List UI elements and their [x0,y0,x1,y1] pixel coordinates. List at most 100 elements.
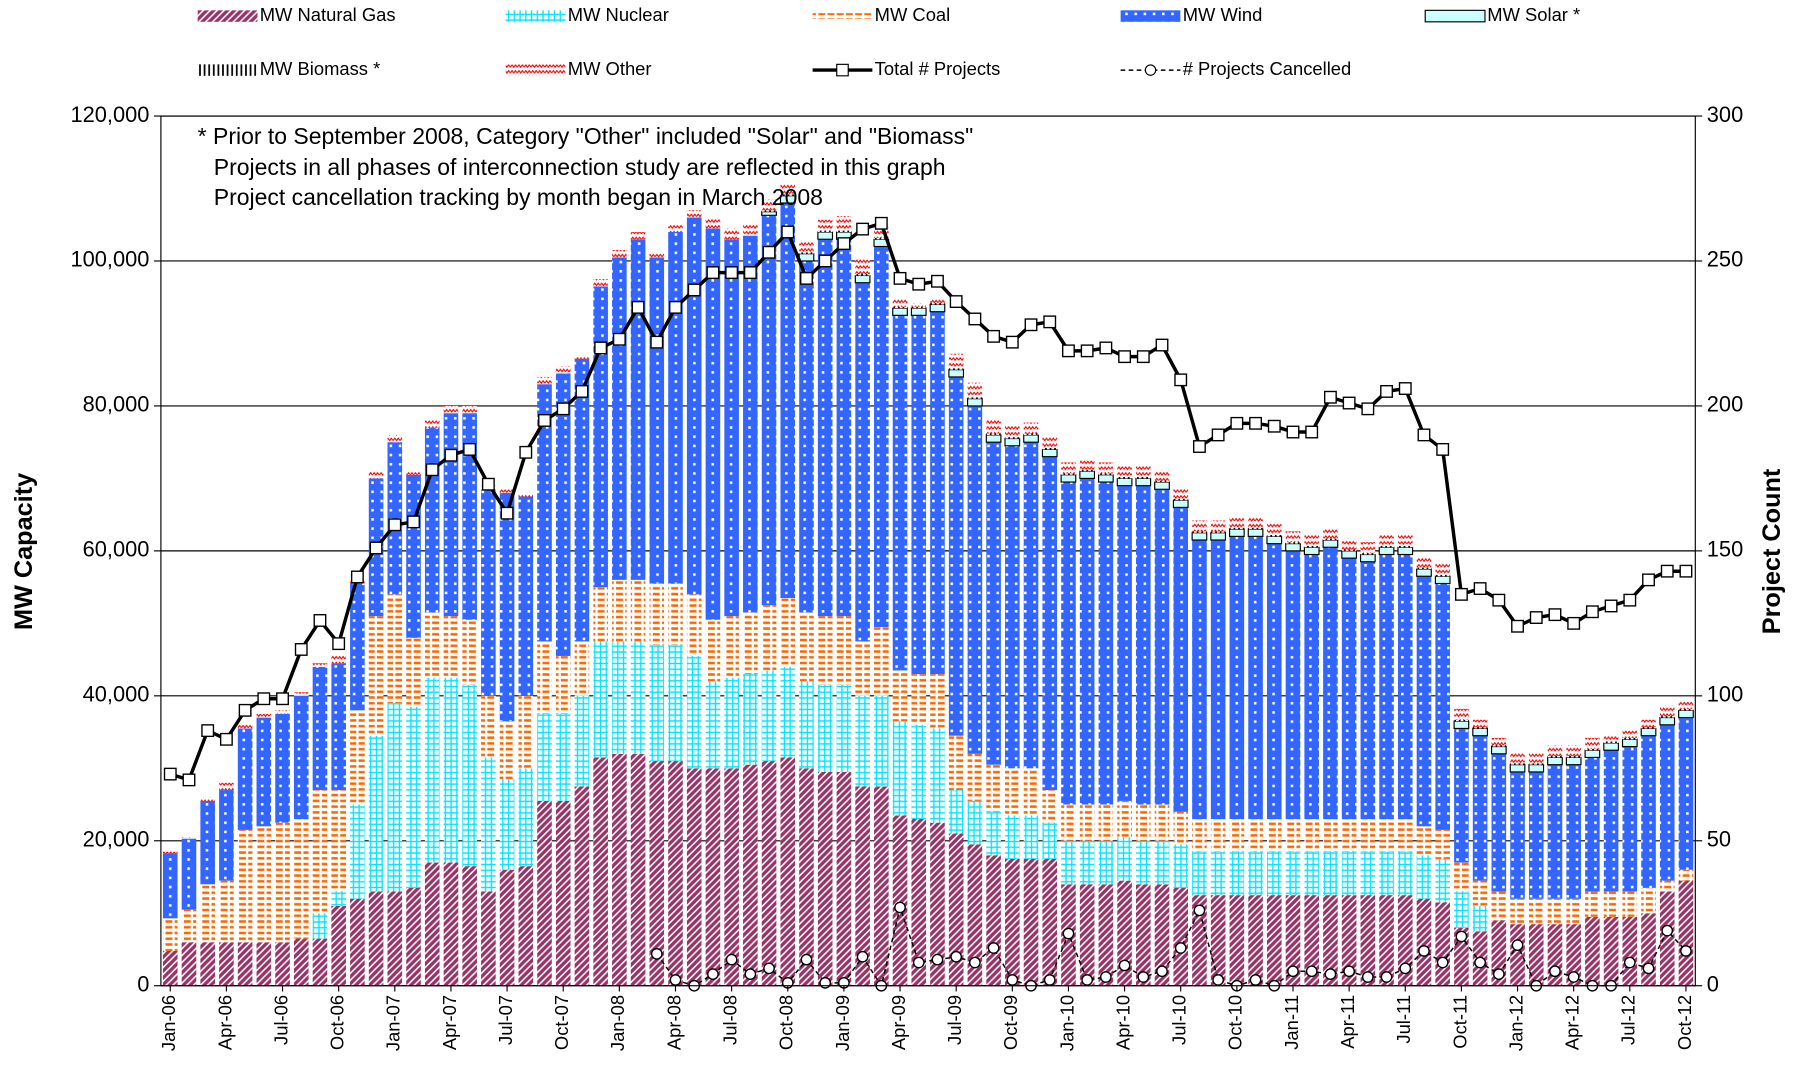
bar-segment [574,641,590,696]
bar-segment [630,579,646,642]
bar-segment [668,645,683,762]
bar-segment [1472,719,1488,727]
bar-segment [1323,819,1338,852]
bar-segment [1641,887,1656,914]
bar-segment [986,442,1001,765]
line-marker [1492,968,1505,980]
bar-segment [705,681,721,769]
bar-segment [1210,895,1226,986]
line-marker [669,974,682,986]
bar-segment [1285,531,1301,543]
line-marker [912,277,926,291]
bar-segment [948,368,964,370]
line-marker [1623,593,1637,607]
bar-segment [1210,851,1226,896]
legend-swatch [197,64,258,76]
bar-segment [649,761,665,986]
bar-segment [1266,534,1282,537]
bar-segment [1341,549,1357,551]
bar-segment [1061,804,1076,841]
bar-segment [443,405,459,414]
bar-segment [1472,906,1488,932]
bar-segment [1042,822,1058,859]
bar-segment [1584,749,1601,759]
line-marker [950,950,963,963]
line-marker [519,445,533,459]
bar-segment [1509,764,1526,773]
bar-segment [1510,898,1525,925]
y-tick-label: 40,000 [83,682,150,707]
bar-segment [1191,532,1208,541]
legend-swatch [505,10,566,22]
bar-segment [1079,478,1095,805]
bar-segment [686,217,702,595]
bar-segment [1117,837,1132,881]
bar-segment [1659,716,1675,718]
bar-segment [368,471,384,479]
bar-segment [724,616,739,678]
line-marker [800,271,813,285]
bar-segment [668,583,683,646]
bar-segment [555,655,571,714]
y-tick-label: 120,000 [70,102,149,127]
bar-segment [1323,851,1338,896]
bar-segment [1079,458,1095,470]
bar-segment [1640,727,1657,737]
bar-segment [986,855,1001,986]
bar-segment [1323,547,1338,820]
line-marker [1249,416,1263,430]
bar-segment [985,434,1002,443]
bar-segment [1416,898,1432,986]
bar-segment [1678,708,1694,711]
line-marker [1005,335,1019,349]
line-marker [594,341,608,355]
bar-segment [443,413,459,617]
bar-segment [312,666,328,791]
bar-segment [761,670,777,762]
x-tick-label: Jan-09 [832,995,853,1051]
line-marker [1323,390,1337,404]
bar-segment [1547,898,1563,925]
bar-segment [817,239,833,617]
line-marker [968,312,982,326]
bar-segment [724,239,739,617]
bar-segment [1359,553,1376,563]
bar-segment [874,626,889,696]
bar-segment [1603,734,1619,742]
bar-segment [874,237,889,240]
line-marker [388,518,402,532]
bar-segment [1229,895,1245,986]
bar-segment [892,315,908,671]
line-marker [1099,341,1113,355]
line-marker [650,335,664,349]
bar-segment [817,230,833,232]
bar-segment [331,906,346,986]
bar-segment [817,684,833,772]
bar-segment [930,299,945,304]
y2-tick-label: 150 [1707,537,1743,562]
line-marker [500,506,514,520]
bar-segment [855,282,870,642]
bar-segment [1528,764,1545,773]
bar-segment [1005,768,1020,816]
bar-segment [1397,851,1413,896]
bar-segment [518,768,534,867]
bar-segment [1528,752,1544,764]
bar-segment [967,753,983,801]
bar-segment [406,471,421,475]
bar-segment [1490,745,1507,755]
bar-segment [406,474,421,638]
bar-segment [1172,499,1189,508]
bar-segment [1379,534,1394,546]
bar-segment [1360,895,1376,986]
bar-segment [836,616,852,685]
line-marker [819,976,832,989]
bar-segment [892,721,908,816]
bar-segment [854,274,871,284]
bar-segment [761,215,777,606]
bar-segment [1079,469,1095,472]
bar-segment [537,641,552,714]
line-marker [1286,425,1300,439]
bar-segment [1135,884,1151,986]
x-tick-label: Jan-10 [1056,995,1077,1051]
